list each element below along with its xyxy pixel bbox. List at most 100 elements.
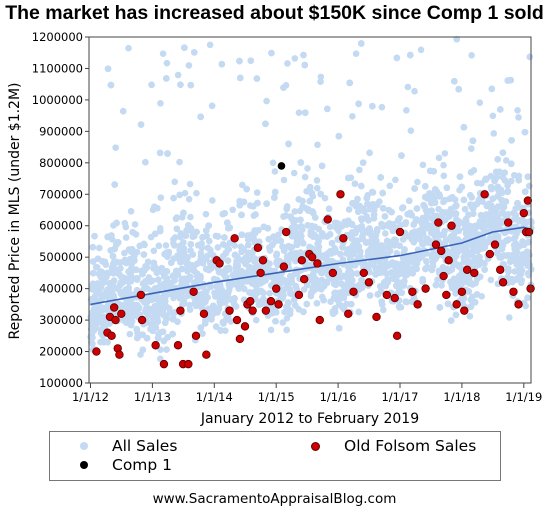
all-sales-point bbox=[524, 173, 532, 181]
old-folsom-point bbox=[225, 306, 234, 315]
all-sales-point bbox=[111, 245, 118, 253]
x-axis: 1/1/12 1/1/13 1/1/14 1/1/15 1/1/16 1/1/17 1/1/… bbox=[72, 383, 542, 404]
all-sales-point bbox=[379, 223, 387, 230]
all-sales-point bbox=[356, 248, 364, 255]
all-sales-point bbox=[186, 306, 194, 313]
all-sales-point bbox=[238, 211, 245, 219]
all-sales-point bbox=[514, 199, 521, 207]
all-sales-point bbox=[179, 301, 186, 308]
old-folsom-point bbox=[434, 218, 443, 227]
all-sales-point bbox=[512, 233, 519, 241]
old-folsom-point bbox=[392, 331, 402, 341]
all-sales-point bbox=[455, 227, 463, 235]
all-sales-point bbox=[346, 255, 354, 262]
all-sales-point bbox=[146, 305, 154, 313]
all-sales-point bbox=[393, 260, 401, 268]
all-sales-point bbox=[381, 213, 389, 220]
all-sales-point bbox=[460, 123, 468, 131]
all-sales-point bbox=[368, 188, 376, 196]
all-sales-point bbox=[452, 285, 459, 292]
all-sales-point bbox=[172, 215, 180, 222]
all-sales-point bbox=[446, 195, 453, 203]
all-sales-point bbox=[237, 243, 245, 251]
all-sales-point bbox=[163, 75, 170, 82]
old-folsom-point bbox=[307, 252, 317, 262]
footer-url: www.SacramentoAppraisalBlog.com bbox=[152, 491, 397, 507]
all-sales-point bbox=[472, 258, 480, 266]
all-sales-point bbox=[161, 293, 169, 301]
all-sales-point bbox=[217, 300, 224, 308]
scatter-chart: 100000 200000 300000 400000 500000 600000 7000… bbox=[7, 30, 542, 427]
old-folsom-point bbox=[176, 306, 185, 315]
all-sales-point bbox=[199, 290, 207, 297]
all-sales-point bbox=[224, 219, 231, 227]
all-sales-point bbox=[163, 275, 171, 282]
all-sales-point bbox=[225, 224, 232, 232]
all-sales-point bbox=[414, 178, 421, 186]
all-sales-point bbox=[192, 302, 200, 310]
all-sales-point bbox=[349, 112, 356, 120]
all-sales-point bbox=[219, 210, 227, 218]
all-sales-point bbox=[243, 185, 250, 193]
all-sales-point bbox=[219, 241, 227, 248]
all-sales-point bbox=[157, 194, 165, 201]
all-sales-point bbox=[279, 319, 287, 326]
all-sales-point bbox=[328, 239, 336, 247]
all-sales-point bbox=[130, 301, 137, 309]
all-sales-point bbox=[458, 183, 466, 191]
all-sales-point bbox=[226, 239, 234, 247]
all-sales-point bbox=[303, 281, 311, 289]
old-folsom-point bbox=[256, 268, 265, 278]
all-sales-point bbox=[353, 270, 361, 277]
all-sales-point bbox=[284, 299, 292, 306]
all-sales-point bbox=[288, 243, 295, 251]
all-sales-point bbox=[159, 283, 166, 290]
all-sales-point bbox=[207, 283, 214, 291]
all-sales-point bbox=[212, 293, 220, 300]
all-sales-point bbox=[224, 294, 232, 302]
all-sales-point bbox=[207, 263, 215, 271]
all-sales-point bbox=[171, 242, 178, 249]
all-sales-point bbox=[301, 109, 309, 116]
all-sales-point bbox=[398, 260, 406, 267]
legend-item-comp-1: Comp 1 bbox=[80, 456, 172, 474]
all-sales-point bbox=[154, 334, 162, 342]
all-sales-point bbox=[160, 337, 168, 345]
all-sales-point bbox=[242, 254, 250, 261]
old-folsom-point bbox=[117, 309, 126, 318]
all-sales-point bbox=[347, 300, 355, 308]
all-sales-point bbox=[337, 250, 344, 258]
all-sales-point bbox=[432, 281, 440, 289]
all-sales-point bbox=[184, 267, 191, 275]
all-sales-point bbox=[515, 114, 522, 121]
all-sales-point bbox=[482, 220, 489, 228]
all-sales-point bbox=[120, 274, 127, 281]
all-sales-point bbox=[507, 177, 515, 185]
old-folsom-point bbox=[442, 290, 451, 300]
all-sales-point bbox=[114, 238, 121, 246]
all-sales-point bbox=[325, 205, 333, 213]
all-sales-point bbox=[89, 286, 96, 293]
all-sales-point bbox=[147, 325, 154, 333]
all-sales-point bbox=[186, 180, 194, 188]
old-folsom-point bbox=[344, 309, 353, 318]
all-sales-point bbox=[476, 99, 484, 106]
all-sales-point bbox=[352, 199, 360, 207]
x-tick-label: 1/1/19 bbox=[505, 390, 542, 404]
all-sales-point bbox=[149, 314, 156, 321]
all-sales-point bbox=[268, 49, 275, 57]
old-folsom-point bbox=[136, 290, 146, 300]
all-sales-point bbox=[133, 276, 141, 283]
all-sales-point bbox=[154, 276, 162, 284]
old-folsom-point bbox=[235, 334, 245, 344]
all-sales-point bbox=[461, 205, 469, 213]
all-sales-point bbox=[107, 81, 115, 89]
old-folsom-point bbox=[349, 287, 358, 296]
all-sales-point bbox=[300, 240, 307, 247]
all-sales-point bbox=[251, 255, 259, 262]
all-sales-point bbox=[405, 253, 413, 261]
all-sales-point bbox=[338, 223, 346, 230]
all-sales-point bbox=[468, 51, 475, 59]
all-sales-point bbox=[378, 242, 386, 249]
all-sales-point bbox=[363, 194, 371, 202]
